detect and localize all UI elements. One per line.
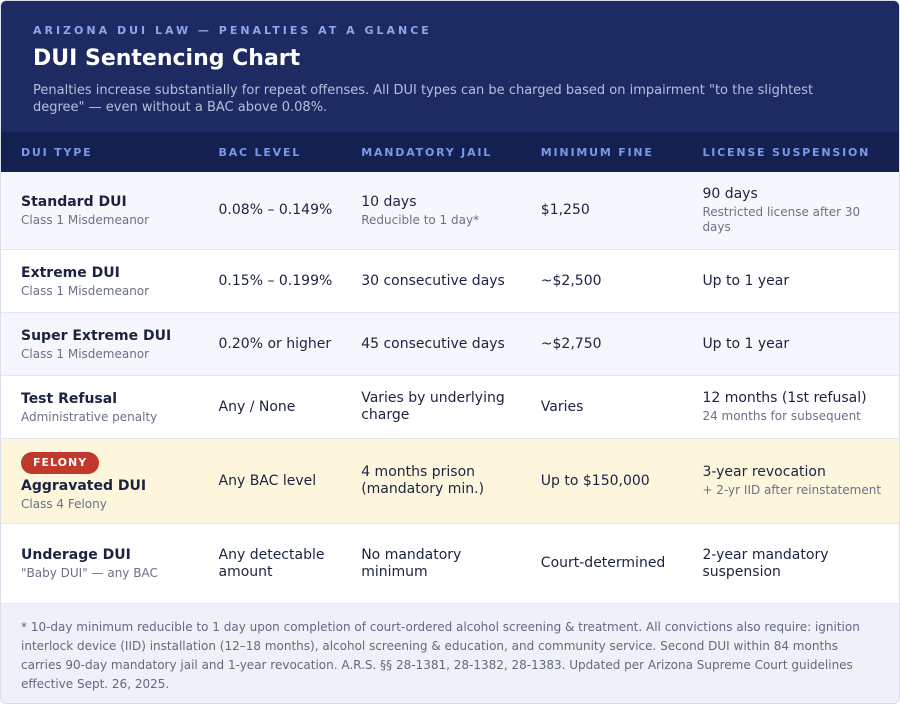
cell-dui-type: Test Refusal Administrative penalty [1, 390, 219, 425]
dui-type-class: Class 1 Misdemeanor [21, 346, 150, 361]
eyebrow-label: ARIZONA DUI LAW — PENALTIES AT A GLANCE [33, 24, 432, 37]
dui-type-name: Aggravated DUI [21, 477, 147, 494]
cell-minimum-fine: $1,250 [540, 202, 590, 218]
cell-minimum-fine: Up to $150,000 [540, 472, 650, 489]
cell-minimum-fine: ~$2,500 [540, 272, 602, 289]
table-header: DUI TYPE BAC LEVEL MANDATORY JAIL MINIMU… [1, 132, 899, 172]
felony-badge: FELONY [21, 451, 100, 474]
column-header-bac-level: BAC LEVEL [218, 145, 302, 159]
page-title: DUI Sentencing Chart [33, 46, 301, 71]
cell-mandatory-jail: No mandatory minimum [361, 546, 462, 580]
column-header-mandatory-jail: MANDATORY JAIL [361, 145, 493, 159]
table-row-underage-dui: Underage DUI "Baby DUI" — any BAC Any de… [1, 524, 899, 604]
column-header-dui-type: DUI TYPE [21, 145, 93, 159]
dui-type-class: Administrative penalty [21, 409, 158, 424]
cell-minimum-fine: Court-determined [540, 555, 666, 571]
dui-type-class: "Baby DUI" — any BAC [21, 566, 158, 580]
dui-type-class: Class 4 Felony [21, 496, 107, 511]
jail-value: 10 days [361, 193, 417, 210]
cell-minimum-fine: ~$2,750 [540, 335, 602, 352]
dui-type-name: Underage DUI [21, 547, 131, 563]
license-note: + 2-yr IID after reinstatement [702, 483, 882, 497]
cell-license-suspension: 12 months (1st refusal) 24 months for su… [702, 390, 899, 424]
license-value: 90 days [702, 186, 758, 202]
cell-dui-type: Extreme DUI Class 1 Misdemeanor [1, 264, 219, 299]
page-subtitle: Penalties increase substantially for rep… [33, 83, 814, 115]
cell-bac-level: 0.15% – 0.199% [218, 272, 333, 289]
cell-dui-type: Standard DUI Class 1 Misdemeanor [1, 193, 219, 228]
dui-type-name: Standard DUI [21, 194, 127, 210]
cell-mandatory-jail: Varies by underlying charge [361, 390, 505, 423]
cell-dui-type: FELONY Aggravated DUI Class 4 Felony [1, 451, 219, 512]
chart-header: ARIZONA DUI LAW — PENALTIES AT A GLANCE … [1, 1, 899, 132]
cell-dui-type: Underage DUI "Baby DUI" — any BAC [1, 546, 219, 581]
license-value: 3-year revocation [702, 464, 826, 480]
dui-type-class: Class 1 Misdemeanor [21, 283, 150, 298]
cell-license-suspension: 3-year revocation + 2-yr IID after reins… [702, 464, 899, 498]
table-row-test-refusal: Test Refusal Administrative penalty Any … [1, 376, 899, 439]
cell-mandatory-jail: 4 months prison (mandatory min.) [361, 464, 485, 497]
cell-mandatory-jail: 45 consecutive days [361, 335, 505, 352]
license-note: 24 months for subsequent [702, 409, 861, 423]
dui-type-name: Test Refusal [21, 390, 117, 407]
cell-license-suspension: 2-year mandatory suspension [702, 546, 829, 580]
cell-dui-type: Super Extreme DUI Class 1 Misdemeanor [1, 327, 219, 362]
cell-mandatory-jail: 30 consecutive days [361, 272, 505, 289]
cell-minimum-fine: Varies [540, 398, 584, 415]
jail-note: Reducible to 1 day* [361, 212, 480, 227]
footnote-text: * 10-day minimum reducible to 1 day upon… [21, 620, 860, 691]
cell-mandatory-jail: 10 days Reducible to 1 day* [361, 194, 541, 228]
cell-bac-level: 0.08% – 0.149% [218, 202, 333, 218]
table-row-extreme-dui: Extreme DUI Class 1 Misdemeanor 0.15% – … [1, 250, 899, 313]
dui-type-class: Class 1 Misdemeanor [21, 213, 150, 227]
table-row-standard-dui: Standard DUI Class 1 Misdemeanor 0.08% –… [1, 172, 899, 250]
table-row-aggravated-dui: FELONY Aggravated DUI Class 4 Felony Any… [1, 439, 899, 524]
cell-license-suspension: 90 days Restricted license after 30 days [702, 186, 899, 235]
cell-bac-level: Any BAC level [218, 472, 317, 489]
footnote-section: * 10-day minimum reducible to 1 day upon… [1, 604, 899, 703]
cell-bac-level: 0.20% or higher [218, 335, 332, 352]
cell-bac-level: Any / None [218, 398, 296, 415]
column-header-minimum-fine: MINIMUM FINE [540, 145, 654, 159]
table-row-super-extreme-dui: Super Extreme DUI Class 1 Misdemeanor 0.… [1, 313, 899, 376]
cell-license-suspension: Up to 1 year [702, 335, 790, 352]
cell-bac-level: Any detectable amount [218, 546, 325, 580]
dui-type-name: Extreme DUI [21, 264, 120, 281]
dui-type-name: Super Extreme DUI [21, 327, 172, 344]
license-value: 12 months (1st refusal) [702, 390, 867, 406]
license-note: Restricted license after 30 days [702, 205, 861, 234]
cell-license-suspension: Up to 1 year [702, 272, 790, 289]
column-header-license-suspension: LICENSE SUSPENSION [702, 145, 871, 159]
